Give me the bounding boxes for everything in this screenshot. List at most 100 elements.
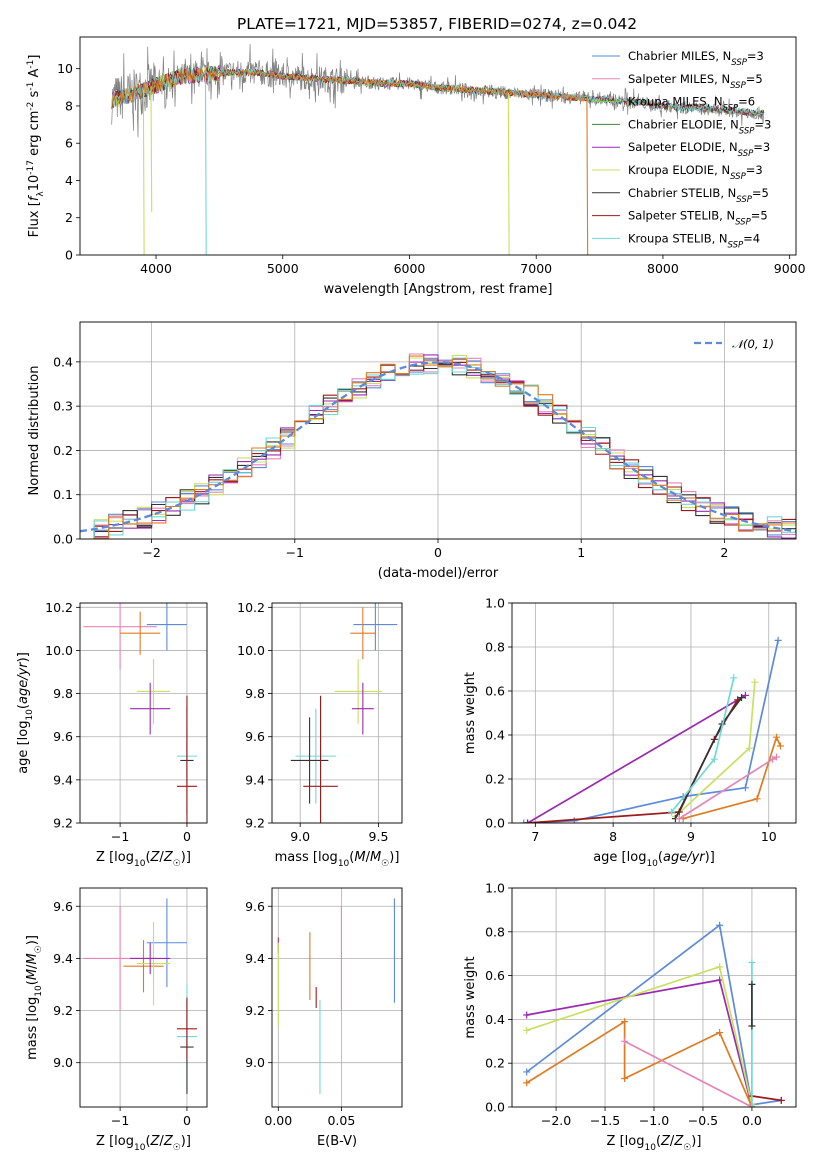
y-axis-label: mass [log10(M/M☉)]	[25, 935, 44, 1060]
x-tick-label: 0	[434, 545, 442, 560]
y-tick-label: 0.2	[485, 1056, 505, 1071]
x-tick-label: 1	[577, 545, 585, 560]
x-tick-label: 10	[761, 829, 777, 844]
x-tick-label: 0	[183, 1113, 191, 1128]
weight-marker	[716, 963, 724, 971]
weight-marker	[753, 795, 761, 803]
x-tick-label: 9.0	[290, 829, 310, 844]
weight-marker	[523, 1026, 531, 1034]
panel-mass_vs_EBV: 0.00 0.05 9.0 9.2 9.4 9.6 E(B-V)	[245, 887, 403, 1149]
weight-marker	[769, 755, 777, 763]
x-tick-label: 9000	[774, 261, 806, 276]
x-tick-label: 8000	[647, 261, 679, 276]
legend-entry: Chabrier ELODIE, NSSP=3	[628, 117, 771, 136]
x-tick-label: −1.5	[590, 1113, 620, 1128]
x-axis-label: mass [log10(M/M☉)]	[275, 850, 400, 869]
axes-frame	[79, 887, 208, 1108]
panel-weight_vs_age: 7 8 9 10 0.0 0.2 0.4 0.6 0.8 1.0 age [log10(age/yr…	[463, 596, 797, 869]
y-tick-label: 9.2	[245, 1003, 265, 1018]
errorbar-point	[351, 682, 374, 735]
y-tick-label: 10.2	[45, 600, 73, 615]
x-tick-label: −1	[111, 1113, 129, 1128]
axes-frame	[271, 887, 403, 1108]
y-tick-label: 10.0	[237, 643, 265, 658]
y-tick-label: 0.1	[53, 487, 73, 502]
errorbar-point	[303, 695, 338, 823]
y-axis-label: Flux [fλ10-17 erg cm-2 s-1 A-1]	[26, 55, 46, 238]
errorbar-point	[290, 717, 329, 804]
x-axis-label: Z [log10(Z/Z☉)]	[96, 850, 191, 869]
weight-marker	[777, 1096, 785, 1104]
y-tick-label: 0.4	[53, 354, 73, 369]
y-tick-label: 9.2	[245, 816, 265, 831]
y-tick-label: 0.6	[485, 684, 505, 699]
x-axis-label: Z [log10(Z/Z☉)]	[607, 1134, 702, 1153]
weight-line-salpeter_miles	[624, 1040, 753, 1107]
x-tick-label: 7000	[520, 261, 552, 276]
weight-marker	[748, 1022, 756, 1030]
legend-entry: Kroupa ELODIE, NSSP=3	[628, 163, 763, 182]
x-tick-label: 4000	[140, 261, 172, 276]
y-tick-label: 0.0	[485, 816, 505, 831]
plot-area-weight_vs_Z	[523, 921, 785, 1107]
x-axis-label: Z [log10(Z/Z☉)]	[96, 1134, 191, 1153]
y-tick-label: 0.6	[485, 968, 505, 983]
x-tick-label: 5000	[267, 261, 299, 276]
axes-frame	[79, 602, 208, 824]
weight-marker	[524, 819, 532, 823]
axes-frame	[511, 602, 797, 824]
axes-frame	[271, 602, 403, 824]
weight-marker	[751, 678, 759, 686]
weight-marker	[773, 753, 781, 761]
plot-area-age_vs_mass	[290, 603, 398, 823]
legend-entry: 𝒩(0, 1)	[732, 337, 774, 351]
y-tick-label: 6	[65, 136, 73, 151]
weight-line-salpeter_miles	[678, 756, 777, 820]
weight-marker	[741, 691, 749, 699]
y-tick-label: 9.0	[245, 1055, 265, 1070]
normal-curve	[80, 361, 796, 533]
y-tick-label: 10.0	[45, 643, 73, 658]
errorbar-point	[350, 607, 376, 660]
model-spectrum-orange	[111, 67, 587, 109]
weight-line-salpeter_elodie	[526, 979, 753, 1107]
panel-age_vs_Z: −1 0 9.2 9.4 9.6 9.8 10.0 10.2 Z [log10(Z/Z☉)] ag…	[16, 600, 208, 869]
weight-marker	[668, 808, 676, 816]
weight-marker	[745, 744, 753, 752]
errorbar-point	[353, 603, 398, 651]
weight-line-orange	[682, 734, 782, 820]
panel-residual_histogram: −2 −1 0 1 2 0.0 0.1 0.2 0.3 0.4 (data-model)/error…	[27, 321, 797, 581]
spectrum-legend: Chabrier MILES, NSSP=3 Salpeter MILES, NS…	[592, 49, 771, 250]
y-tick-label: 10	[57, 61, 73, 76]
legend-entry: Salpeter MILES, NSSP=5	[628, 72, 763, 91]
weight-line-orange	[526, 1020, 753, 1107]
y-tick-label: 9.2	[53, 1003, 73, 1018]
errorbar-point	[130, 682, 171, 735]
weight-marker	[730, 674, 738, 682]
y-tick-label: 0	[65, 248, 73, 263]
weight-marker	[776, 742, 784, 750]
model-line-dip	[586, 98, 589, 255]
y-tick-label: 2	[65, 210, 73, 225]
weight-marker	[748, 958, 756, 966]
legend-entry: Chabrier MILES, NSSP=3	[628, 49, 764, 68]
y-tick-label: 9.4	[245, 951, 265, 966]
weight-marker	[773, 733, 781, 741]
weight-marker	[621, 1037, 629, 1045]
y-axis-label: mass weight	[463, 672, 478, 754]
x-tick-label: 0.05	[327, 1113, 355, 1128]
model-line-dip	[204, 74, 207, 255]
errorbar-point	[176, 997, 197, 1061]
y-tick-label: 0.8	[485, 640, 505, 655]
weight-marker	[621, 1018, 629, 1026]
panel-mass_vs_Z: −1 0 9.0 9.2 9.4 9.6 Z [log10(Z/Z☉)] mass [log1…	[25, 887, 208, 1153]
weight-marker	[716, 921, 724, 929]
y-tick-label: 9.8	[245, 686, 265, 701]
errorbar-point	[136, 921, 171, 1006]
x-tick-label: −1	[111, 829, 129, 844]
x-tick-label: 0.0	[742, 1113, 762, 1128]
y-tick-label: 0.3	[53, 399, 73, 414]
errorbar-point	[146, 898, 187, 988]
weight-line-kroupa_elodie	[526, 965, 753, 1105]
errorbar-point	[83, 603, 157, 670]
